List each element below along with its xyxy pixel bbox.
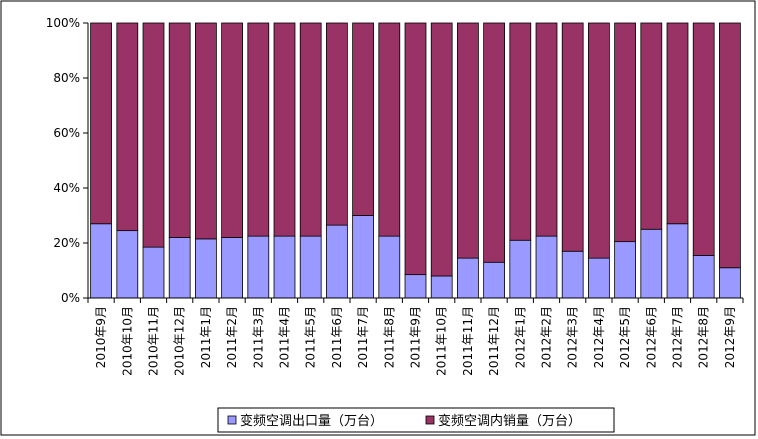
legend-label: 变频空调内销量（万台）: [438, 413, 581, 429]
bar-domestic-5: [221, 22, 243, 238]
x-tick-label: 2012年6月: [644, 306, 658, 368]
bar-domestic-1: [116, 22, 139, 232]
bar-export-7: [273, 235, 296, 299]
bar-export-16: [509, 239, 532, 299]
x-tick-label: 2012年9月: [723, 306, 737, 368]
x-tick-label: 2011年3月: [251, 306, 265, 368]
bar-domestic-9: [326, 22, 348, 226]
legend-swatch: [227, 415, 237, 425]
bar-export-5: [221, 237, 243, 299]
bar-domestic-7: [273, 22, 296, 237]
y-tick-label: 100%: [46, 16, 80, 30]
bar-export-18: [561, 250, 584, 299]
bar-domestic-14: [457, 22, 479, 259]
bar-export-0: [90, 223, 112, 299]
bar-export-1: [116, 230, 139, 299]
bar-export-24: [719, 267, 741, 299]
bar-domestic-17: [535, 22, 558, 237]
x-tick-label: 2011年8月: [382, 306, 396, 368]
bar-export-21: [640, 228, 663, 299]
x-tick-label: 2012年8月: [697, 306, 711, 368]
x-tick-label: 2011年5月: [304, 306, 318, 368]
bar-export-10: [352, 215, 374, 299]
x-tick-label: 2012年3月: [566, 306, 580, 368]
bar-domestic-21: [640, 22, 663, 230]
x-tick-label: 2010年10月: [120, 306, 134, 376]
bar-domestic-10: [352, 22, 374, 216]
bar-export-12: [404, 274, 427, 299]
y-tick-label: 60%: [53, 126, 80, 140]
bar-domestic-6: [247, 22, 270, 237]
bar-export-8: [299, 235, 322, 299]
legend: 变频空调出口量（万台） 变频空调内销量（万台）: [217, 407, 615, 433]
bar-export-17: [535, 235, 558, 299]
bar-domestic-15: [483, 22, 505, 263]
bar-export-6: [247, 235, 270, 299]
x-tick-label: 2012年5月: [618, 306, 632, 368]
x-tick-label: 2012年7月: [671, 306, 685, 368]
x-tick-label: 2011年10月: [435, 306, 449, 376]
legend-label: 变频空调出口量（万台）: [240, 413, 383, 429]
x-tick-label: 2011年4月: [278, 306, 292, 368]
bar-domestic-20: [614, 22, 636, 243]
x-tick-label: 2010年9月: [94, 306, 108, 368]
bar-export-20: [614, 241, 636, 299]
x-tick-label: 2010年12月: [173, 306, 187, 376]
bar-domestic-19: [588, 22, 610, 259]
bar-domestic-23: [692, 22, 715, 256]
bar-domestic-4: [195, 22, 217, 240]
x-tick-label: 2011年11月: [461, 306, 475, 376]
bar-domestic-24: [719, 22, 741, 269]
x-tick-label: 2011年1月: [199, 306, 213, 368]
bar-domestic-13: [430, 22, 453, 277]
x-tick-label: 2011年12月: [487, 306, 501, 376]
x-tick-label: 2010年11月: [147, 306, 161, 376]
bar-export-23: [692, 254, 715, 299]
bar-export-4: [195, 238, 217, 299]
x-tick-label: 2011年6月: [330, 306, 344, 368]
y-tick-label: 80%: [53, 71, 80, 85]
y-tick-label: 20%: [53, 236, 80, 250]
x-tick-label: 2011年9月: [409, 306, 423, 368]
x-tick-label: 2012年2月: [540, 306, 554, 368]
bar-export-3: [168, 237, 191, 299]
x-tick-label: 2011年2月: [225, 306, 239, 368]
plot-area: [90, 22, 741, 299]
bar-domestic-3: [168, 22, 191, 238]
y-tick-label: 40%: [53, 181, 80, 195]
bar-export-19: [588, 257, 610, 299]
bar-domestic-16: [509, 22, 532, 241]
bar-domestic-2: [142, 22, 165, 248]
bar-domestic-22: [666, 22, 689, 225]
bar-export-14: [457, 257, 479, 299]
axes: 0% 20% 40% 60% 80% 100% 2010年9月 2010年10月 2010年11…: [46, 16, 744, 376]
bar-export-11: [378, 235, 401, 299]
bar-domestic-11: [378, 22, 401, 237]
bar-export-9: [326, 224, 348, 299]
bar-export-22: [666, 223, 689, 299]
legend-box: [217, 407, 615, 433]
x-tick-label: 2011年7月: [356, 306, 370, 368]
bar-domestic-8: [299, 22, 322, 237]
bar-export-15: [483, 261, 505, 299]
legend-swatch: [425, 415, 435, 425]
x-tick-label: 2012年1月: [513, 306, 527, 368]
y-tick-label: 0%: [61, 291, 80, 305]
bar-domestic-0: [90, 22, 112, 225]
bar-export-2: [142, 246, 165, 299]
bar-domestic-18: [561, 22, 584, 252]
bar-export-13: [430, 275, 453, 299]
x-tick-label: 2012年4月: [592, 306, 606, 368]
bar-domestic-12: [404, 22, 427, 276]
